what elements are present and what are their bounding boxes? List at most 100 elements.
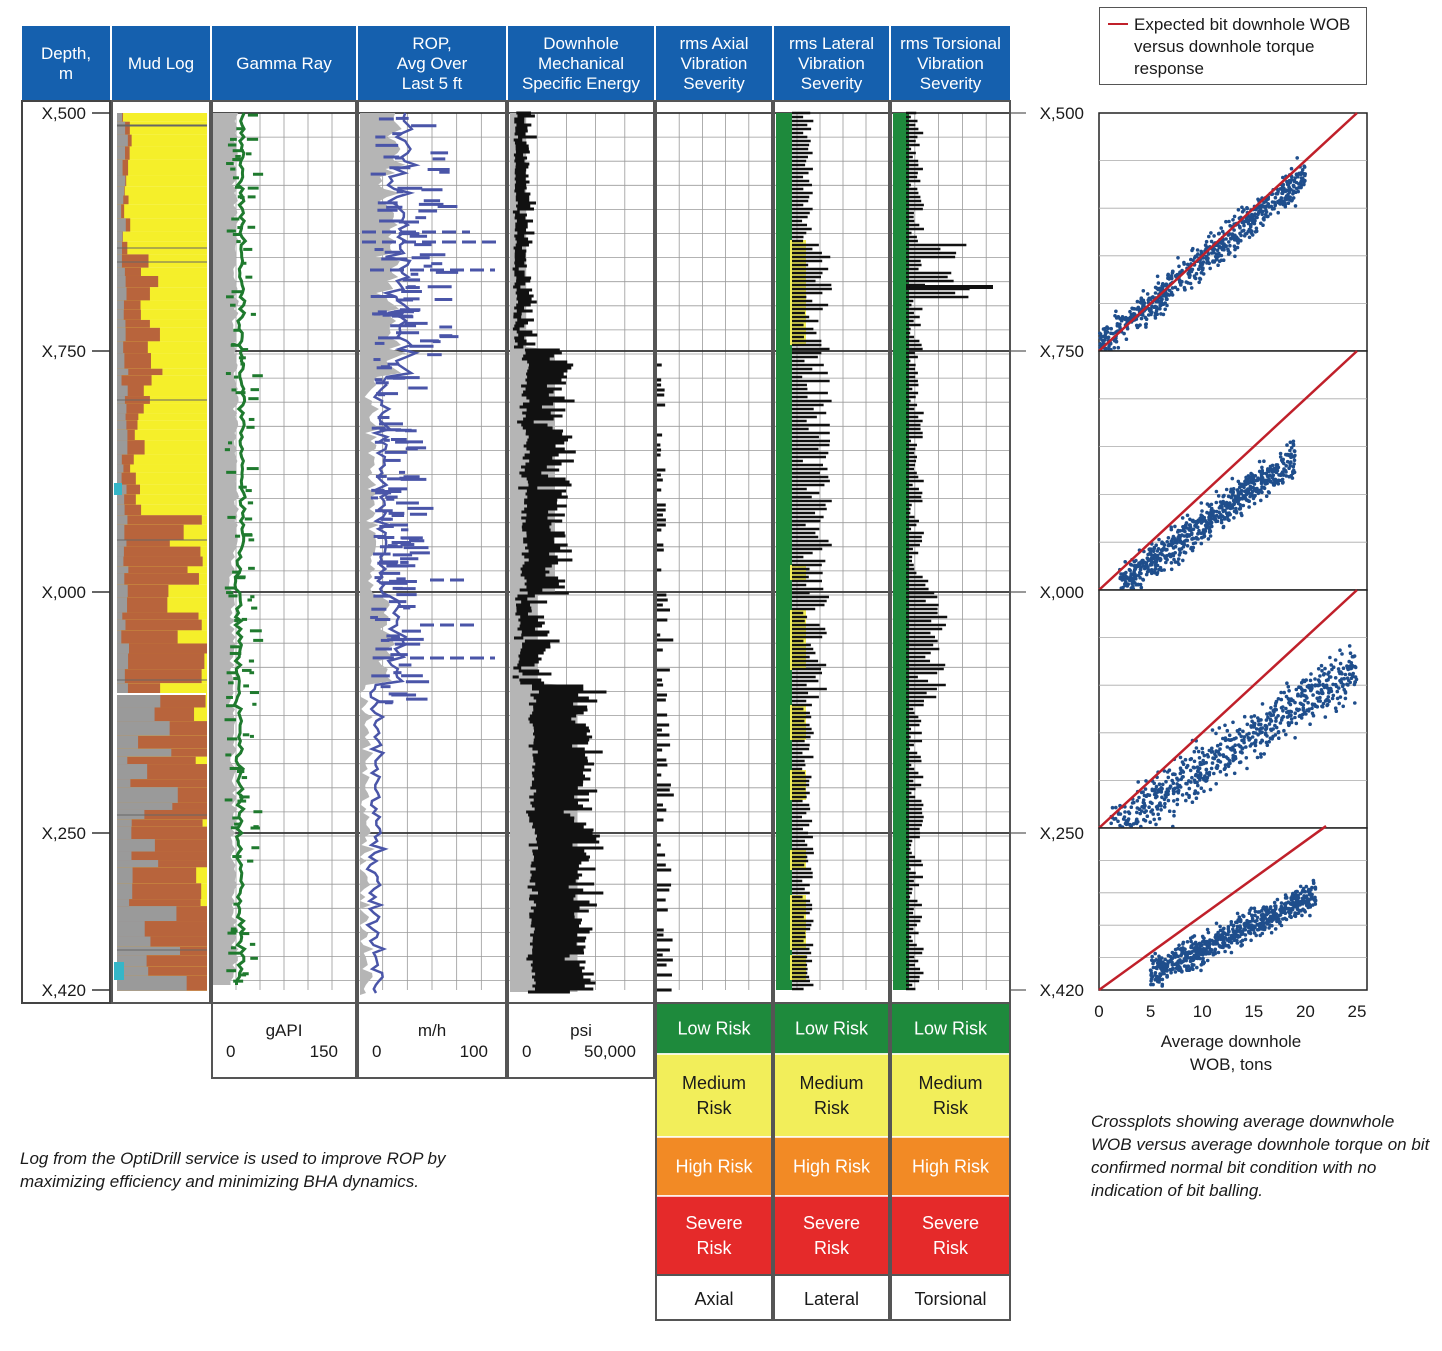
crossplot-point <box>1285 710 1289 715</box>
mud-log-siltstone <box>117 906 177 922</box>
crossplot-point <box>1221 524 1226 529</box>
mud-log-siltstone <box>117 921 145 937</box>
crossplot-point <box>1302 165 1307 169</box>
crossplot-point <box>1207 503 1212 508</box>
crossplot-point <box>1190 775 1194 780</box>
crossplot-point <box>1136 780 1140 784</box>
crossplot-point <box>1250 491 1254 496</box>
mud-log-sandstone <box>117 504 207 516</box>
crossplot-point <box>1301 678 1305 683</box>
crossplot-point <box>1249 715 1254 719</box>
crossplot-point <box>1311 693 1315 697</box>
crossplot-point <box>1180 951 1184 955</box>
crossplot-point <box>1121 575 1125 579</box>
mud-log-siltstone <box>117 403 127 414</box>
crossplot-point <box>1124 315 1128 320</box>
crossplot-point <box>1233 750 1237 755</box>
crossplot-point <box>1221 927 1226 931</box>
crossplot-point <box>1136 305 1141 310</box>
crossplot-point <box>1225 745 1230 749</box>
crossplot-point <box>1293 204 1298 208</box>
crossplot-point <box>1141 289 1146 293</box>
mud-log-siltstone <box>117 319 126 328</box>
crossplot-point <box>1227 219 1231 224</box>
crossplot-point <box>1256 212 1260 217</box>
crossplot-point <box>1323 715 1328 719</box>
crossplot-point <box>1259 209 1263 214</box>
crossplot-point <box>1184 781 1188 786</box>
crossplot-point <box>1150 958 1154 962</box>
crossplot-point <box>1255 215 1259 220</box>
crossplot-point <box>1180 268 1184 273</box>
crossplot-point <box>1215 519 1220 523</box>
crossplot-point <box>1306 709 1311 713</box>
mud-log-sandstone <box>117 300 207 310</box>
crossplot-point <box>1166 792 1170 797</box>
crossplot-point <box>1260 476 1265 480</box>
mud-log-siltstone <box>117 787 178 803</box>
mud-log-siltstone <box>117 231 123 242</box>
crossplot-point <box>1261 223 1265 227</box>
crossplot-point <box>1118 576 1122 581</box>
crossplot-point <box>1253 913 1257 918</box>
crossplot-point <box>1293 176 1297 180</box>
crossplot-point <box>1234 920 1238 925</box>
crossplot-point <box>1165 540 1169 544</box>
crossplot-point <box>1293 914 1298 919</box>
crossplot-point <box>1282 690 1286 695</box>
crossplot-x-tick-label: 5 <box>1146 1002 1155 1021</box>
crossplot-point <box>1176 535 1180 540</box>
crossplot-point <box>1283 196 1287 200</box>
crossplot-point <box>1189 545 1194 550</box>
crossplot-point <box>1170 960 1174 964</box>
crossplot-point <box>1236 479 1241 484</box>
crossplot-point <box>1310 885 1314 890</box>
track-header-rop <box>358 26 506 101</box>
crossplot-point <box>1248 484 1253 489</box>
crossplot-point <box>1249 938 1253 943</box>
crossplot-point <box>1191 541 1196 546</box>
crossplot-point <box>1173 970 1178 974</box>
mud-log-siltstone <box>117 546 124 557</box>
scale-min-gamma: 0 <box>226 1042 235 1061</box>
crossplot-point <box>1353 665 1358 670</box>
crossplot-point <box>1218 742 1223 746</box>
crossplot-point <box>1184 798 1188 803</box>
crossplot-point <box>1166 775 1171 780</box>
crossplot-point <box>1208 511 1213 515</box>
crossplot-point <box>1216 950 1221 955</box>
crossplot-point <box>1285 715 1290 719</box>
mud-log-siltstone <box>117 643 129 654</box>
track-header-label-axial: Vibration <box>681 54 748 73</box>
crossplot-point <box>1118 812 1123 816</box>
crossplot-point <box>1340 652 1344 656</box>
mud-log-shale <box>117 612 199 620</box>
crossplot-point <box>1128 568 1132 573</box>
crossplot-point <box>1137 564 1141 568</box>
crossplot-point <box>1143 819 1148 823</box>
crossplot-point <box>1195 765 1200 769</box>
crossplot-point <box>1276 697 1281 701</box>
crossplot-point <box>1164 282 1169 287</box>
expected-response-line <box>1098 589 1358 829</box>
crossplot-point <box>1220 229 1225 234</box>
mud-log-shale <box>117 653 205 670</box>
mud-log-shale <box>117 883 202 900</box>
crossplot-x-tick-label: 10 <box>1193 1002 1212 1021</box>
crossplot-point <box>1149 307 1153 312</box>
crossplot-point <box>1247 505 1251 509</box>
crossplot-point <box>1116 819 1120 824</box>
crossplot-point <box>1306 700 1310 705</box>
crossplot-point <box>1261 906 1265 910</box>
mud-log-shale <box>117 319 150 328</box>
crossplot-point <box>1317 679 1322 684</box>
right-depth-tick-label: X,250 <box>1040 824 1084 843</box>
crossplot-point <box>1182 524 1187 529</box>
crossplot-point <box>1287 186 1291 191</box>
crossplot-point <box>1209 520 1214 525</box>
crossplot-point <box>1260 212 1264 217</box>
crossplot-point <box>1119 572 1123 576</box>
crossplot-point <box>1149 556 1154 560</box>
crossplot-point <box>1208 787 1213 792</box>
crossplot-point <box>1201 956 1205 961</box>
